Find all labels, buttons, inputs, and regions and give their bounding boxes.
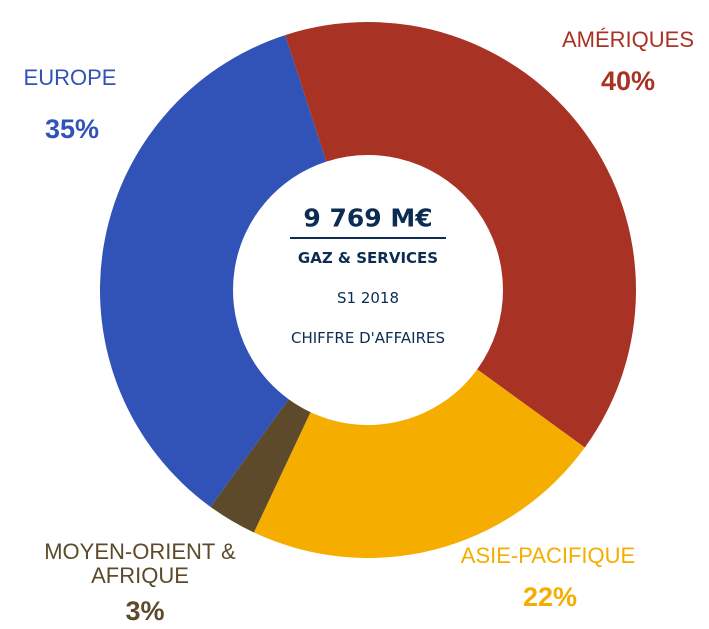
value-label: 40% [600,66,656,97]
center-text: 9 769 M€ [303,203,433,233]
category-label: AMÉRIQUES [561,26,695,52]
center-text: GAZ & SERVICES [297,249,439,267]
value-label: 35% [44,114,100,145]
center-text: CHIFFRE D'AFFAIRES [290,329,446,347]
category-label: EUROPE [23,64,117,90]
category-label: ASIE-PACIFIQUE [460,542,636,568]
donut-slice [210,399,311,533]
center-text: S1 2018 [336,289,400,307]
category-label: MOYEN-ORIENT & AFRIQUE [44,538,236,588]
donut-slice [253,369,585,558]
donut-slice [100,35,327,507]
value-label: 3% [125,596,165,627]
donut-slice [285,22,636,448]
value-label: 22% [522,582,578,613]
